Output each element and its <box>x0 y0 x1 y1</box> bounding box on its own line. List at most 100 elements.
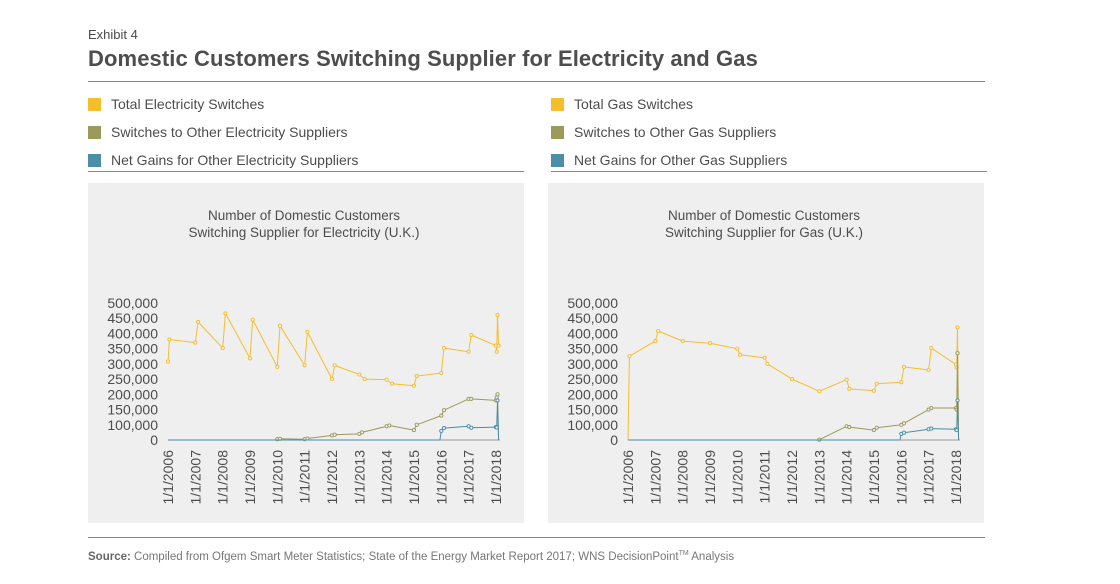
y-tick-label: 0 <box>610 432 618 448</box>
legend-item: Total Electricity Switches <box>88 90 524 118</box>
y-tick-label: 250,000 <box>567 371 618 387</box>
exhibit-label: Exhibit 4 <box>88 27 138 42</box>
x-tick-label: 1/1/2011 <box>297 450 313 504</box>
data-point <box>847 386 852 391</box>
data-point <box>220 346 225 351</box>
gas-chart: Number of Domestic Customers Switching Su… <box>567 208 964 505</box>
data-point <box>441 426 447 431</box>
x-tick-label: 1/1/2012 <box>784 450 800 505</box>
x-tick-label: 1/1/2010 <box>729 450 745 505</box>
legend-electricity: Total Electricity Switches Switches to O… <box>88 90 524 174</box>
y-tick-label: 500,000 <box>567 295 618 311</box>
x-tick-label: 1/1/2009 <box>242 450 258 505</box>
legend-label: Switches to Other Gas Suppliers <box>574 124 777 140</box>
legend-swatch <box>88 125 101 139</box>
data-point <box>223 311 228 316</box>
x-tick-label: 1/1/2008 <box>675 450 691 505</box>
x-tick-label: 1/1/2016 <box>893 450 909 505</box>
data-point <box>441 408 447 413</box>
data-point <box>250 317 255 322</box>
data-point <box>362 377 367 382</box>
x-tick-label: 1/1/2017 <box>461 450 477 505</box>
y-tick-label: 450,000 <box>107 310 158 326</box>
series-line <box>168 393 500 441</box>
x-tick-label: 1/1/2007 <box>187 450 203 505</box>
data-point <box>653 339 658 344</box>
data-point <box>495 313 500 318</box>
y-tick-label: 300,000 <box>107 356 158 372</box>
data-point <box>275 364 280 369</box>
data-point <box>737 352 743 357</box>
x-tick-label: 1/1/2008 <box>215 450 231 505</box>
legend-divider <box>551 171 987 172</box>
electricity-chart: Number of Domestic Customers Switching Su… <box>107 208 504 505</box>
legend-swatch <box>551 125 564 139</box>
y-tick-label: 200,000 <box>107 386 158 402</box>
page-title: Domestic Customers Switching Supplier fo… <box>88 46 758 71</box>
legend-item: Switches to Other Gas Suppliers <box>551 118 987 146</box>
y-tick-label: 100,000 <box>567 417 618 433</box>
data-point <box>929 426 934 431</box>
data-point <box>390 381 395 386</box>
series-line <box>627 326 960 441</box>
source-note: Source: Compiled from Ofgem Smart Meter … <box>88 550 734 563</box>
legend-gas: Total Gas Switches Switches to Other Gas… <box>551 90 987 174</box>
legend-label: Total Electricity Switches <box>111 96 265 112</box>
data-point <box>469 425 474 430</box>
data-point <box>926 367 931 373</box>
data-point <box>277 323 283 328</box>
data-point <box>495 398 500 403</box>
legend-swatch <box>88 153 101 167</box>
x-tick-label: 1/1/2018 <box>948 450 964 505</box>
source-text: Compiled from Ofgem Smart Meter Statisti… <box>134 550 679 563</box>
data-point <box>332 432 337 437</box>
data-point <box>469 332 474 338</box>
data-point <box>656 328 661 334</box>
legend-swatch <box>551 97 564 111</box>
data-point <box>165 359 171 364</box>
data-point <box>871 388 876 393</box>
y-tick-label: 0 <box>150 432 158 448</box>
data-point <box>762 355 767 360</box>
y-tick-label: 350,000 <box>567 341 618 357</box>
y-tick-label: 450,000 <box>567 310 618 326</box>
legend-label: Switches to Other Electricity Suppliers <box>111 124 348 140</box>
legend-label: Net Gains for Other Electricity Supplier… <box>111 152 359 168</box>
data-point <box>414 374 419 379</box>
legend-label: Net Gains for Other Gas Suppliers <box>574 152 788 168</box>
data-point <box>494 349 499 354</box>
data-point <box>901 364 907 369</box>
data-point <box>847 425 852 430</box>
data-point <box>196 319 201 324</box>
data-point <box>874 381 879 386</box>
data-point <box>874 425 879 430</box>
legend-item: Net Gains for Other Gas Suppliers <box>551 146 987 174</box>
x-tick-label: 1/1/2006 <box>620 450 636 505</box>
x-tick-label: 1/1/2015 <box>866 450 882 505</box>
data-point <box>193 340 198 345</box>
x-tick-label: 1/1/2006 <box>160 450 176 505</box>
data-point <box>494 425 499 430</box>
chart-title-line: Switching Supplier for Gas (U.K.) <box>665 225 863 240</box>
data-point <box>466 349 471 354</box>
x-tick-label: 1/1/2015 <box>406 450 422 505</box>
y-tick-label: 250,000 <box>107 371 158 387</box>
y-tick-label: 300,000 <box>567 356 618 372</box>
data-point <box>955 325 960 330</box>
series-line <box>628 352 960 441</box>
data-point <box>439 370 444 376</box>
data-point <box>305 329 310 334</box>
data-point <box>411 383 416 388</box>
x-tick-label: 1/1/2011 <box>757 450 773 504</box>
data-point <box>707 341 713 346</box>
data-point <box>765 361 770 366</box>
gas-chart-panel: Number of Domestic Customers Switching Su… <box>548 183 984 523</box>
x-tick-label: 1/1/2014 <box>839 450 855 505</box>
data-point <box>384 377 389 382</box>
series-line <box>167 312 500 387</box>
data-point <box>359 430 365 435</box>
data-point <box>332 363 337 368</box>
data-point <box>955 398 960 403</box>
y-tick-label: 500,000 <box>107 295 158 311</box>
legend-item: Switches to Other Electricity Suppliers <box>88 118 524 146</box>
